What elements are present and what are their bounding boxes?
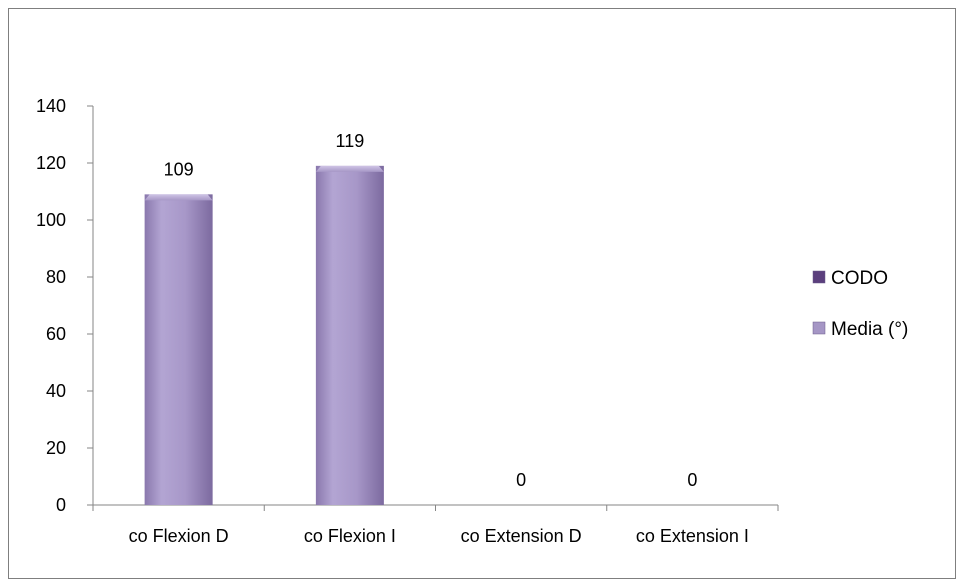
data-label: 0 (516, 470, 526, 490)
x-tick-label: co Flexion I (304, 526, 396, 546)
x-tick-label: co Extension I (636, 526, 749, 546)
y-tick-label: 80 (46, 267, 66, 287)
y-tick-label: 60 (46, 324, 66, 344)
data-label: 0 (687, 470, 697, 490)
data-label: 119 (336, 131, 365, 151)
y-tick-label: 40 (46, 381, 66, 401)
legend-label: Media (°) (831, 319, 908, 340)
data-labels: 109 119 0 0 (164, 131, 698, 490)
y-tick-label: 100 (36, 210, 66, 230)
bar (315, 165, 384, 505)
legend-swatch (812, 321, 826, 335)
y-tick-label: 120 (36, 153, 66, 173)
bar (144, 194, 213, 505)
x-tick-label: co Extension D (461, 526, 582, 546)
legend-swatch (812, 270, 826, 284)
x-tick-label: co Flexion D (129, 526, 229, 546)
y-axis: 0 20 40 60 80 100 120 140 (36, 96, 94, 515)
bar-bevel (315, 165, 384, 172)
y-tick-label: 20 (46, 438, 66, 458)
legend: CODO Media (°) (812, 268, 908, 340)
data-label: 109 (164, 159, 194, 179)
bar-bevel (144, 194, 213, 201)
y-tick-label: 140 (36, 96, 66, 116)
y-tick-label: 0 (56, 495, 66, 515)
x-axis: co Flexion D co Flexion I co Extension D co… (92, 504, 779, 546)
legend-label: CODO (831, 268, 888, 289)
bars (144, 165, 384, 505)
